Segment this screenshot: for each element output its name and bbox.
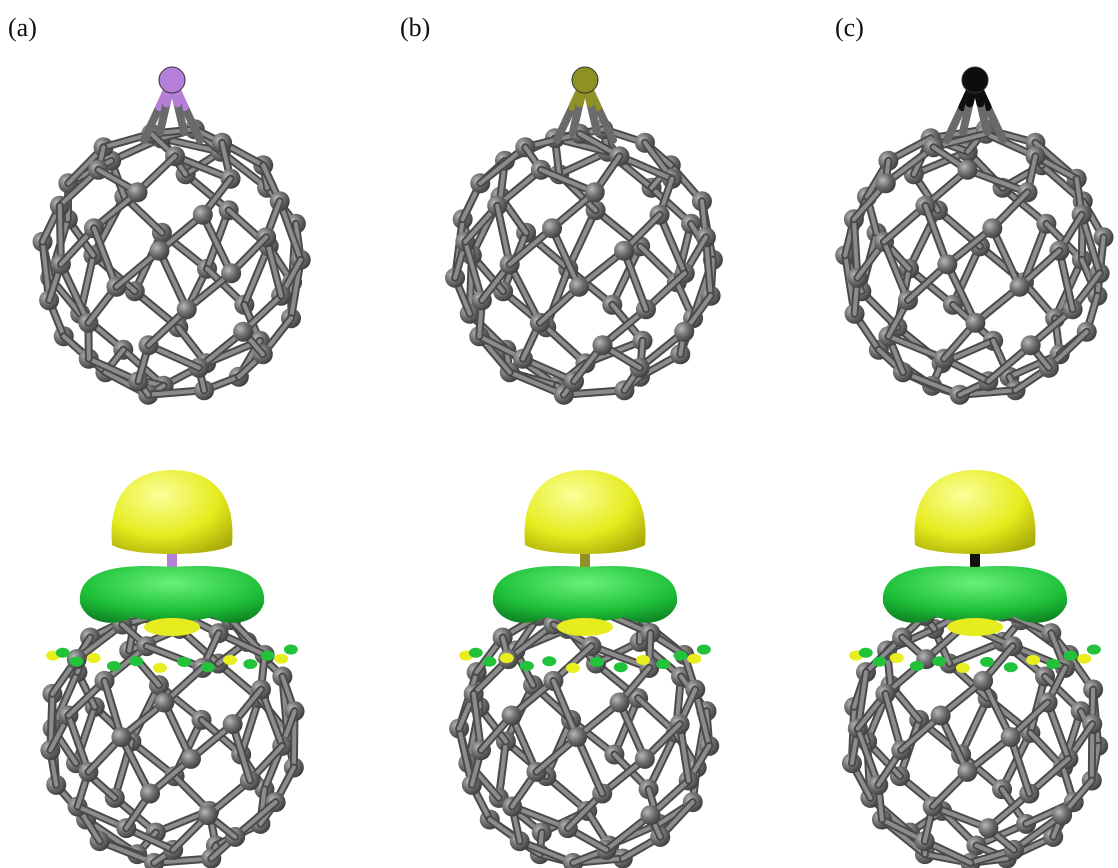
isosurface-dot [956,663,970,673]
atom [973,671,993,691]
atom [965,313,985,333]
isosurface-dot [1026,655,1040,665]
atom [128,182,148,202]
page: (a) (b) (c) (() => { const data = JSON.p… [0,0,1118,868]
atom [542,218,562,238]
isosurface-dot [890,653,904,663]
atom [1021,335,1041,355]
atom [198,805,218,825]
panel-label: (c) [835,13,864,42]
green-isosurface [493,566,677,623]
isosurface-dot [674,651,688,661]
yellow-isosurface [557,618,613,636]
isosurface-dot [56,648,70,658]
atom [502,706,522,726]
isosurface-dot [932,656,946,666]
isosurface-dot [1064,651,1078,661]
atom [931,706,951,726]
atom [223,714,243,734]
atom [149,241,169,261]
panel-label: (a) [8,13,37,42]
isosurface-dot [87,653,101,663]
isosurface-dot [1077,654,1091,664]
isosurface-dot [1087,645,1101,655]
atom [978,818,998,838]
atom [140,784,160,804]
atom [614,241,634,261]
isosurface-dot [910,661,924,671]
isosurface-dot [687,654,701,664]
dopant-atom [572,67,598,93]
atom [876,173,896,193]
isosurface-dot [859,648,873,658]
atom [635,749,655,769]
atom [1010,277,1030,297]
atom [592,335,612,355]
atom [1052,805,1072,825]
atom [569,277,589,297]
isosurface-dot [614,662,628,672]
isosurface-dot [590,657,604,667]
isosurface-dot [542,656,556,666]
isosurface-dot [177,657,191,667]
atom [957,160,977,180]
isosurface-dot [482,657,496,667]
panel-label: (b) [400,13,430,42]
isosurface-dot [1046,659,1060,669]
atom [221,263,241,283]
yellow-isosurface [144,618,200,636]
isosurface-dot [223,655,237,665]
atom [193,205,213,225]
dopant-atom [962,67,988,93]
isosurface-dot [697,645,711,655]
atom [567,727,587,747]
atom [585,182,605,202]
green-isosurface [883,566,1067,623]
dopant-atom [159,67,185,93]
isosurface-dot [153,663,167,673]
isosurface-dot [636,655,650,665]
isosurface-dot [243,659,257,669]
atom [177,299,197,319]
atom [674,322,694,342]
isosurface-dot [274,654,288,664]
isosurface-dot [872,657,886,667]
atom [154,693,174,713]
isosurface-dot [201,662,215,672]
isosurface-dot [284,645,298,655]
yellow-isosurface [947,618,1003,636]
atom [937,254,957,274]
isosurface-dot [566,663,580,673]
isosurface-dot [261,651,275,661]
atom [982,218,1002,238]
isosurface-dot [656,659,670,669]
figure: (a) (b) (c) [0,0,1118,868]
atom [640,805,660,825]
isosurface-dot [469,648,483,658]
isosurface-dot [107,661,121,671]
atom [610,693,630,713]
atom [233,322,253,342]
atom [111,727,131,747]
atom [1001,727,1021,747]
isosurface-dot [69,657,83,667]
atom [181,749,201,769]
isosurface-dot [1004,662,1018,672]
isosurface-dot [129,656,143,666]
atom [957,762,977,782]
isosurface-dot [500,653,514,663]
green-isosurface [80,566,264,623]
isosurface-dot [520,661,534,671]
isosurface-dot [980,657,994,667]
